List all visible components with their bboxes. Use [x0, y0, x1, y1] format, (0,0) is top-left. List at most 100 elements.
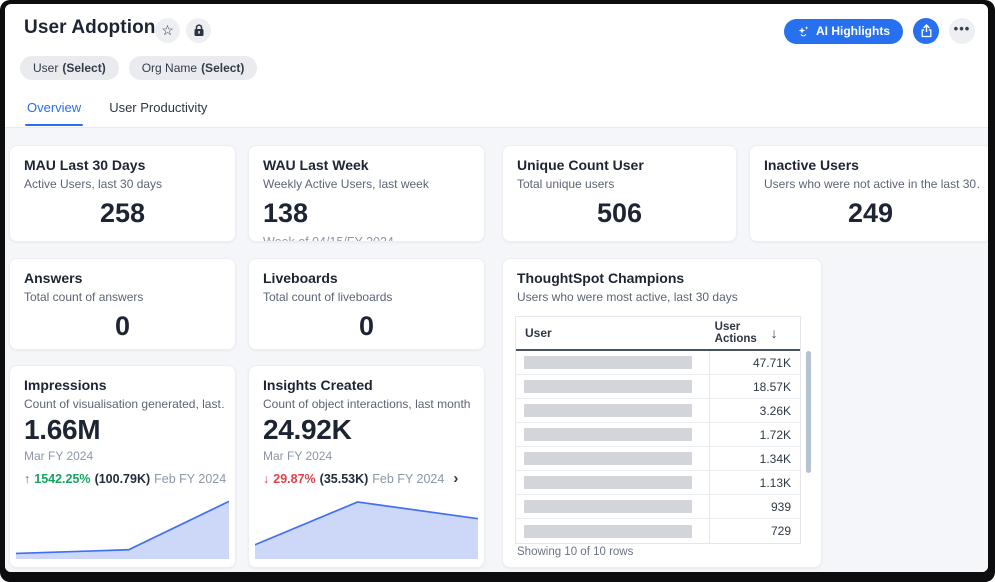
header-actions: AI Highlights •••	[784, 18, 975, 44]
user-actions-cell: 1.72K	[708, 423, 800, 446]
star-icon: ☆	[161, 22, 174, 38]
user-actions-cell: 47.71K	[708, 351, 800, 374]
redacted-user-bar	[524, 524, 692, 538]
column-header-label: User Actions	[714, 321, 757, 345]
chevron-right-icon[interactable]: ›	[235, 471, 236, 486]
tab-overview[interactable]: Overview	[24, 100, 84, 126]
card-title: Unique Count User	[517, 157, 644, 173]
user-cell	[516, 447, 709, 470]
kpi-value: 506	[596, 198, 643, 228]
ai-highlights-label: AI Highlights	[816, 24, 890, 38]
card-subtitle: Weekly Active Users, last week	[263, 177, 429, 191]
champions-table: User User Actions ↓ 47.71K 18.57K 3.2	[515, 316, 801, 544]
sparkline-line	[255, 502, 478, 545]
liveboard-content: MAU Last 30 Days Active Users, last 30 d…	[5, 128, 988, 572]
user-cell	[516, 351, 709, 374]
compare-period: Feb FY 2024	[372, 471, 445, 486]
kpi-value: 138	[263, 198, 309, 228]
card-title: ThoughtSpot Champions	[517, 270, 685, 286]
filter-name: Org Name	[141, 61, 198, 75]
change-indicator: ↓ 29.87% (35.53K) Feb FY 2024 ›	[263, 471, 458, 486]
more-options-button[interactable]: •••	[949, 18, 975, 44]
ai-sparkle-icon	[798, 25, 809, 36]
lock-button[interactable]	[186, 18, 211, 43]
user-cell	[516, 399, 709, 422]
table-row[interactable]: 18.57K	[516, 375, 800, 399]
table-row[interactable]: 47.71K	[516, 351, 800, 375]
column-header-user-actions[interactable]: User Actions ↓	[709, 321, 800, 345]
card-title: MAU Last 30 Days	[24, 157, 146, 173]
redacted-user-bar	[524, 452, 692, 465]
sort-descending-icon[interactable]: ↓	[770, 325, 778, 341]
filter-chip-user[interactable]: User (Select)	[20, 56, 119, 80]
table-row[interactable]: 939	[516, 495, 800, 519]
kpi-card-wau[interactable]: WAU Last Week Weekly Active Users, last …	[248, 145, 485, 242]
trend-card-impressions[interactable]: Impressions Count of visualisation gener…	[9, 365, 236, 568]
redacted-user-bar	[524, 500, 692, 513]
kpi-value: 24.92K	[263, 414, 352, 445]
down-arrow-icon: ↓	[263, 471, 270, 486]
card-subtitle: Users who were most active, last 30 days	[517, 290, 738, 304]
table-scrollbar[interactable]	[806, 351, 811, 541]
redacted-user-bar	[524, 356, 692, 369]
user-actions-cell: 939	[708, 495, 800, 518]
filter-chip-org-name[interactable]: Org Name (Select)	[128, 56, 258, 80]
kpi-card-answers[interactable]: Answers Total count of answers 0	[9, 258, 236, 350]
chevron-right-icon[interactable]: ›	[453, 470, 459, 487]
kpi-period: Mar FY 2024	[24, 449, 94, 463]
user-actions-cell: 18.57K	[708, 375, 800, 398]
kpi-card-inactive-users[interactable]: Inactive Users Users who were not active…	[749, 145, 988, 242]
champions-card: ThoughtSpot Champions Users who were mos…	[502, 258, 822, 568]
redacted-user-bar	[524, 380, 692, 393]
page-title: User Adoption	[24, 17, 156, 38]
table-row[interactable]: 729	[516, 519, 800, 543]
kpi-card-mau[interactable]: MAU Last 30 Days Active Users, last 30 d…	[9, 145, 236, 242]
card-subtitle: Total unique users	[517, 177, 615, 191]
redacted-user-bar	[524, 404, 692, 417]
change-absolute: (100.79K)	[94, 471, 151, 486]
table-row[interactable]: 1.13K	[516, 471, 800, 495]
sparkline-fill	[16, 501, 229, 559]
card-subtitle: Total count of liveboards	[263, 290, 393, 304]
card-title: Insights Created	[263, 377, 373, 393]
table-row[interactable]: 3.26K	[516, 399, 800, 423]
tab-bar: Overview User Productivity	[24, 100, 208, 126]
tab-user-productivity[interactable]: User Productivity	[109, 100, 208, 115]
trend-card-insights-created[interactable]: Insights Created Count of object interac…	[248, 365, 485, 568]
filter-name: User	[33, 61, 59, 75]
change-percent: 29.87%	[273, 471, 316, 486]
card-title: Impressions	[24, 377, 107, 393]
user-actions-cell: 729	[708, 519, 800, 543]
card-subtitle: Users who were not active in the last 30…	[764, 177, 981, 191]
scrollbar-thumb[interactable]	[806, 351, 811, 473]
kpi-card-unique-count[interactable]: Unique Count User Total unique users 506	[502, 145, 737, 242]
up-arrow-icon: ↑	[24, 471, 31, 486]
compare-period: Feb FY 2024	[154, 471, 227, 486]
filter-chips: User (Select) Org Name (Select)	[20, 56, 258, 80]
ai-highlights-button[interactable]: AI Highlights	[784, 18, 903, 44]
column-header-user[interactable]: User	[525, 326, 552, 340]
kpi-card-liveboards[interactable]: Liveboards Total count of liveboards 0	[248, 258, 485, 350]
table-row-count: Showing 10 of 10 rows	[517, 546, 634, 558]
user-actions-cell: 1.13K	[708, 471, 800, 494]
filter-select-value: (Select)	[201, 61, 245, 75]
user-actions-cell: 3.26K	[708, 399, 800, 422]
card-subtitle: Count of visualisation generated, last…	[24, 397, 225, 411]
card-title: Liveboards	[263, 270, 338, 286]
favorite-star-button[interactable]: ☆	[155, 18, 180, 43]
card-title: Inactive Users	[764, 157, 859, 173]
tab-divider	[5, 127, 988, 128]
table-row[interactable]: 1.34K	[516, 447, 800, 471]
kpi-period: Mar FY 2024	[263, 449, 333, 463]
more-icon: •••	[953, 20, 971, 36]
user-cell	[516, 423, 709, 446]
card-subtitle: Active Users, last 30 days	[24, 177, 163, 191]
liveboard-window: User Adoption ☆ AI Highlights	[5, 4, 988, 572]
table-row[interactable]: 1.72K	[516, 423, 800, 447]
redacted-user-bar	[524, 428, 692, 441]
share-button[interactable]	[913, 18, 939, 44]
card-title: Answers	[24, 270, 83, 286]
user-cell	[516, 471, 709, 494]
insights-sparkline	[255, 497, 478, 559]
user-cell	[516, 375, 709, 398]
